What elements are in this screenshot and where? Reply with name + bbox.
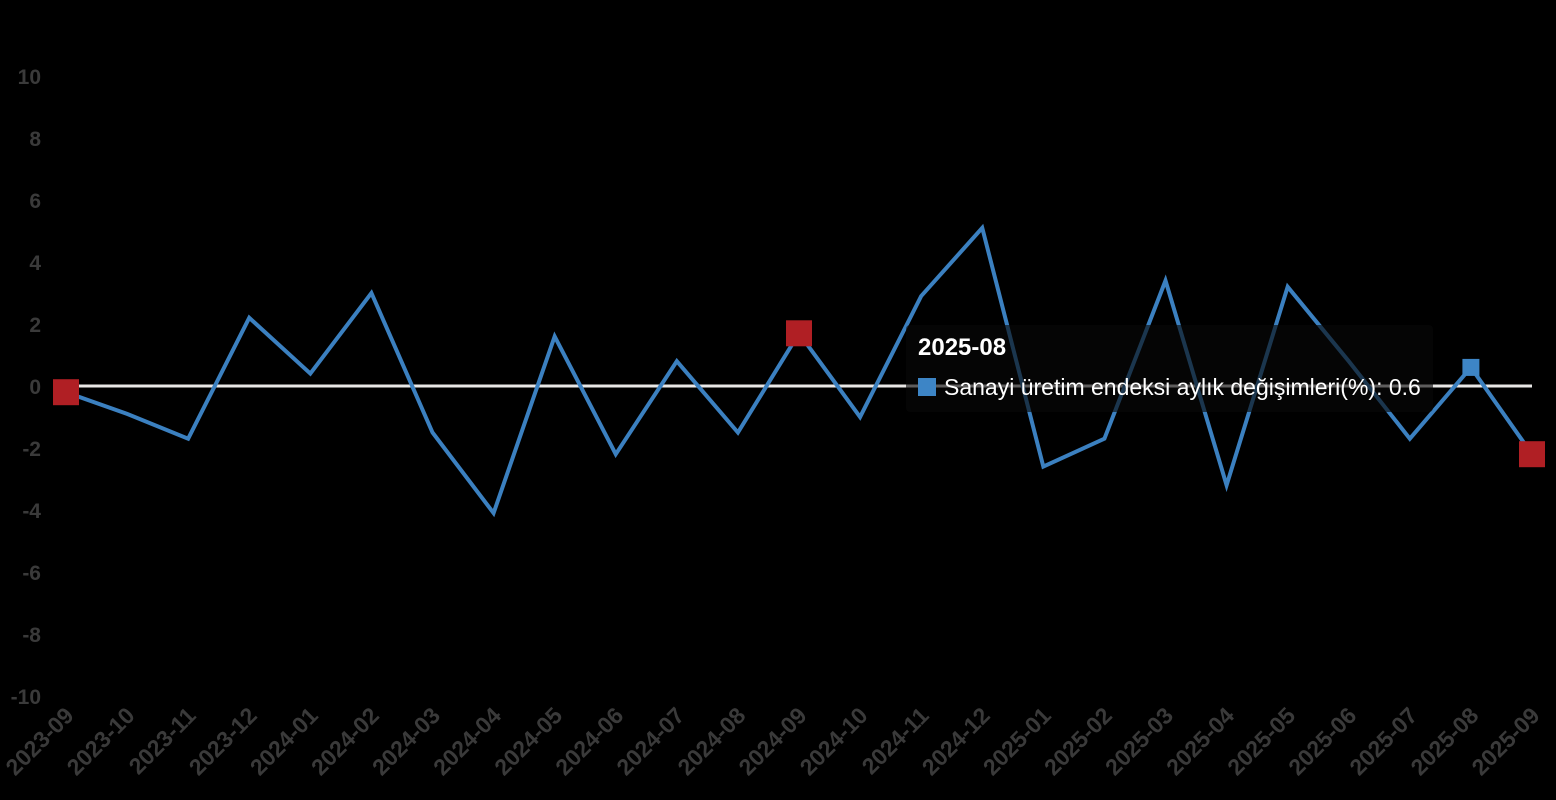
x-axis-label: 2024-10	[795, 702, 873, 780]
y-axis-label: 2	[29, 314, 41, 337]
y-axis-label: -6	[22, 562, 41, 585]
tooltip-value: 0.6	[1388, 374, 1421, 400]
september-point-marker[interactable]	[53, 379, 79, 406]
y-axis-label: 0	[29, 376, 41, 399]
y-axis-label: 6	[29, 190, 41, 213]
y-axis-label: 4	[29, 252, 41, 275]
y-axis-label: -4	[22, 500, 41, 523]
y-axis-label: -8	[22, 624, 41, 647]
tooltip-separator: :	[1376, 374, 1389, 400]
x-axis-label: 2023-10	[62, 702, 140, 780]
tooltip-title: 2025-08	[918, 334, 1007, 361]
x-axis-label: 2025-09	[1466, 702, 1544, 780]
tooltip-series-row: Sanayi üretim endeksi aylık değişimleri(…	[918, 375, 1421, 399]
tooltip: 2025-08 Sanayi üretim endeksi aylık deği…	[906, 325, 1433, 412]
y-axis-label: 10	[18, 66, 41, 89]
y-axis-label: -2	[22, 438, 41, 461]
september-point-marker[interactable]	[786, 320, 812, 347]
hovered-point-marker[interactable]	[1462, 358, 1480, 376]
series-marker-icon	[918, 378, 936, 396]
y-axis-label: 8	[29, 128, 41, 151]
september-point-marker[interactable]	[1519, 441, 1545, 468]
tooltip-series-label: Sanayi üretim endeksi aylık değişimleri(…	[944, 374, 1377, 400]
y-axis-label: -10	[11, 686, 41, 709]
